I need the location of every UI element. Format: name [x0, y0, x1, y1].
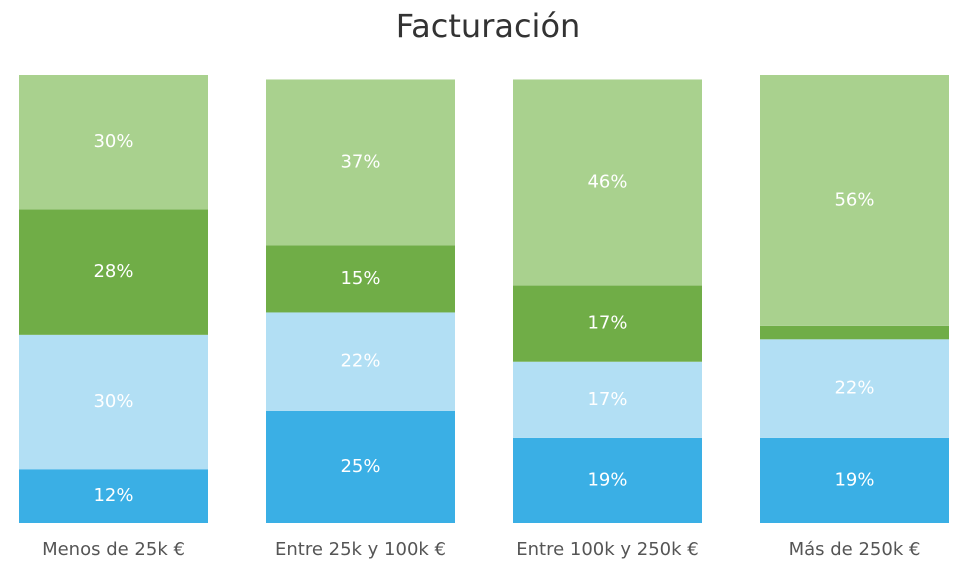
data-label: 22% [340, 351, 380, 372]
bar-segment [513, 361, 702, 438]
bar-segment [513, 437, 702, 523]
data-label: 19% [587, 469, 627, 490]
bar-segment [266, 245, 455, 313]
bar-segment [513, 285, 702, 362]
data-label: 56% [834, 189, 874, 210]
x-tick-label: Menos de 25k € [42, 539, 185, 560]
bar-segment [513, 79, 702, 286]
bar-segment [266, 79, 455, 246]
x-tick-label: Entre 25k y 100k € [275, 539, 446, 560]
data-label: 28% [93, 261, 133, 282]
data-label: 25% [340, 456, 380, 477]
data-label: 17% [587, 389, 627, 410]
bar-segment [19, 75, 208, 210]
chart-title: Facturación [396, 7, 581, 45]
bar-segment [760, 75, 949, 326]
data-label: 46% [587, 172, 627, 193]
data-label: 30% [93, 131, 133, 152]
data-label: 12% [93, 485, 133, 506]
bar-segment [760, 339, 949, 438]
bar-segment [266, 411, 455, 523]
data-label: 37% [340, 151, 380, 172]
bar-segment [760, 325, 949, 340]
bar-segment [19, 209, 208, 335]
data-label: 17% [587, 313, 627, 334]
bar-segment [19, 334, 208, 470]
bar-segment [19, 469, 208, 523]
data-label: 15% [340, 268, 380, 289]
x-tick-label: Más de 250k € [789, 539, 921, 560]
data-label: 19% [834, 469, 874, 490]
bar-segment [266, 312, 455, 411]
data-label: 22% [834, 378, 874, 399]
x-tick-label: Entre 100k y 250k € [516, 539, 698, 560]
bar-segment [760, 437, 949, 523]
data-label: 30% [93, 391, 133, 412]
